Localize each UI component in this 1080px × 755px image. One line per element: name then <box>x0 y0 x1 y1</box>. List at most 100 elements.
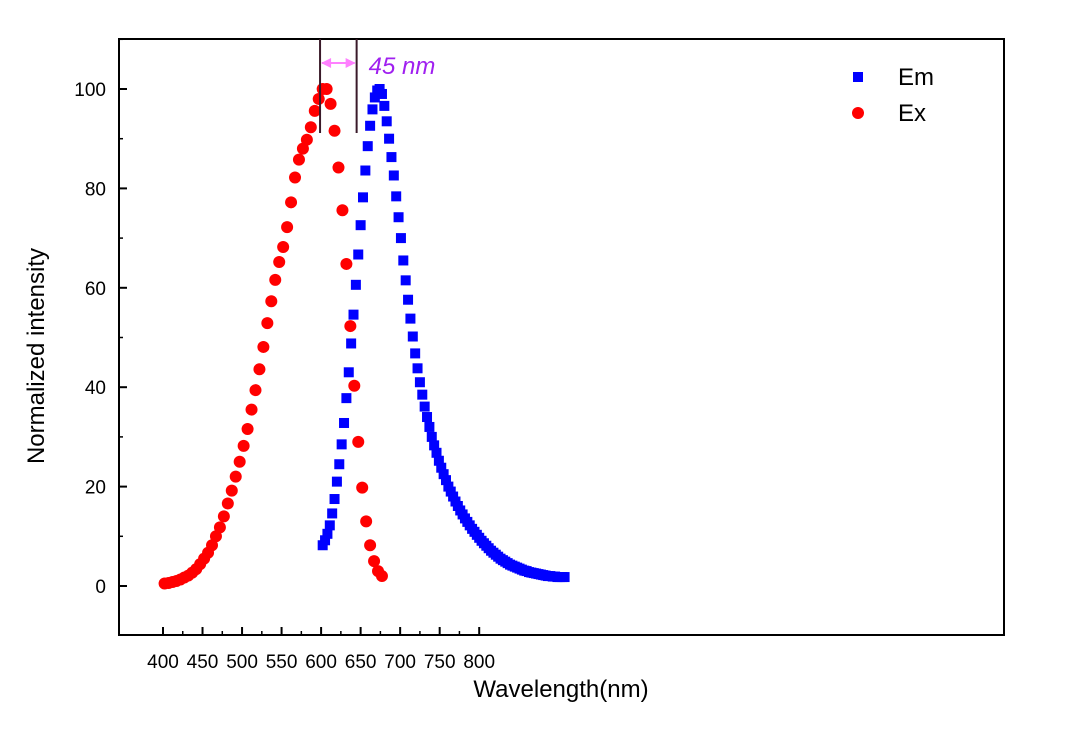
x-tick-label: 550 <box>266 652 298 673</box>
data-point-em <box>391 191 402 202</box>
annotation-layer: 45 nm <box>319 39 435 133</box>
data-point-ex <box>320 83 333 95</box>
y-tick-label: 20 <box>85 478 106 499</box>
data-point-em <box>429 440 440 451</box>
data-point-ex <box>289 171 302 184</box>
data-point-em <box>419 401 430 412</box>
data-point-em <box>388 170 399 181</box>
x-tick-label: 700 <box>384 652 416 673</box>
data-point-ex <box>344 320 357 333</box>
data-point-em <box>405 313 416 324</box>
x-tick-label: 800 <box>463 652 495 673</box>
data-point-em <box>339 417 350 428</box>
data-point-em <box>424 421 435 432</box>
data-point-ex <box>217 510 230 523</box>
data-point-ex <box>209 530 222 543</box>
data-point-ex <box>300 133 313 146</box>
data-point-em <box>414 377 425 388</box>
data-point-ex <box>265 295 278 308</box>
data-point-ex <box>253 363 266 376</box>
x-axis-title: Wavelength(nm) <box>473 676 648 703</box>
data-point-em <box>436 462 447 473</box>
data-point-em <box>426 431 437 442</box>
data-point-em <box>384 133 395 144</box>
data-point-ex <box>269 273 282 286</box>
data-point-ex <box>292 153 305 166</box>
data-point-ex <box>225 484 238 497</box>
data-point-em <box>334 459 345 470</box>
data-point-ex <box>206 539 219 552</box>
data-point-ex <box>229 470 242 483</box>
data-point-ex <box>308 104 321 117</box>
data-point-ex <box>356 481 369 494</box>
legend-marker-em <box>853 72 863 82</box>
data-point-em <box>386 152 397 163</box>
data-point-em <box>336 439 347 450</box>
data-point-em <box>367 104 378 115</box>
data-point-em <box>440 475 451 486</box>
y-tick-label: 80 <box>85 179 106 200</box>
data-point-em <box>329 494 340 505</box>
data-point-em <box>431 447 442 458</box>
legend-marker-ex <box>852 107 864 119</box>
data-point-em <box>407 331 418 342</box>
data-point-ex <box>324 97 337 110</box>
data-point-ex <box>257 340 270 353</box>
data-point-em <box>369 92 380 103</box>
data-point-em <box>410 348 421 359</box>
data-point-em <box>417 389 428 400</box>
legend-label-ex: Ex <box>898 100 926 127</box>
data-point-em <box>322 528 333 539</box>
y-tick-label: 100 <box>74 80 106 101</box>
data-point-ex <box>312 92 325 105</box>
x-axis-ticks: 400 450 500 550 600 650 700 750 800 <box>147 627 495 673</box>
data-point-ex <box>348 379 361 392</box>
data-point-ex <box>352 435 365 448</box>
data-point-ex <box>340 257 353 270</box>
data-point-ex <box>368 555 381 568</box>
data-point-em <box>331 476 342 487</box>
data-point-em <box>433 455 444 466</box>
data-point-em <box>403 294 414 305</box>
data-point-em <box>360 165 371 176</box>
legend: Em Ex <box>852 64 934 127</box>
data-point-em <box>324 520 335 531</box>
data-point-em <box>400 275 411 286</box>
data-point-ex <box>296 142 309 155</box>
data-point-em <box>365 120 376 131</box>
data-point-em <box>438 469 449 480</box>
data-point-em <box>348 309 359 320</box>
shift-arrow-head-left <box>321 58 332 68</box>
data-point-em <box>350 279 361 290</box>
y-tick-label: 0 <box>95 577 106 598</box>
x-tick-label: 450 <box>187 652 219 673</box>
data-point-em <box>398 255 409 266</box>
x-tick-label: 650 <box>345 652 377 673</box>
legend-label-em: Em <box>898 64 934 91</box>
data-point-em <box>559 572 570 583</box>
data-point-em <box>381 116 392 127</box>
legend-item-em: Em <box>853 64 934 91</box>
data-point-ex <box>285 196 298 209</box>
data-point-ex <box>328 124 341 137</box>
data-point-em <box>341 393 352 404</box>
series-em <box>317 84 570 583</box>
legend-item-ex: Ex <box>852 100 926 127</box>
data-point-em <box>422 412 433 423</box>
data-point-ex <box>375 570 388 583</box>
x-tick-label: 600 <box>305 652 337 673</box>
data-point-ex <box>273 255 286 268</box>
data-point-em <box>357 192 368 203</box>
y-tick-label: 40 <box>85 378 106 399</box>
data-point-em <box>379 100 390 111</box>
data-point-ex <box>221 497 234 510</box>
data-point-em <box>327 508 338 519</box>
data-point-ex <box>281 221 294 234</box>
y-axis-title: Normalized intensity <box>23 248 50 464</box>
series-layer <box>158 83 570 590</box>
data-point-em <box>395 233 406 244</box>
data-point-ex <box>304 121 317 134</box>
y-tick-label: 60 <box>85 279 106 300</box>
data-point-ex <box>364 539 377 552</box>
